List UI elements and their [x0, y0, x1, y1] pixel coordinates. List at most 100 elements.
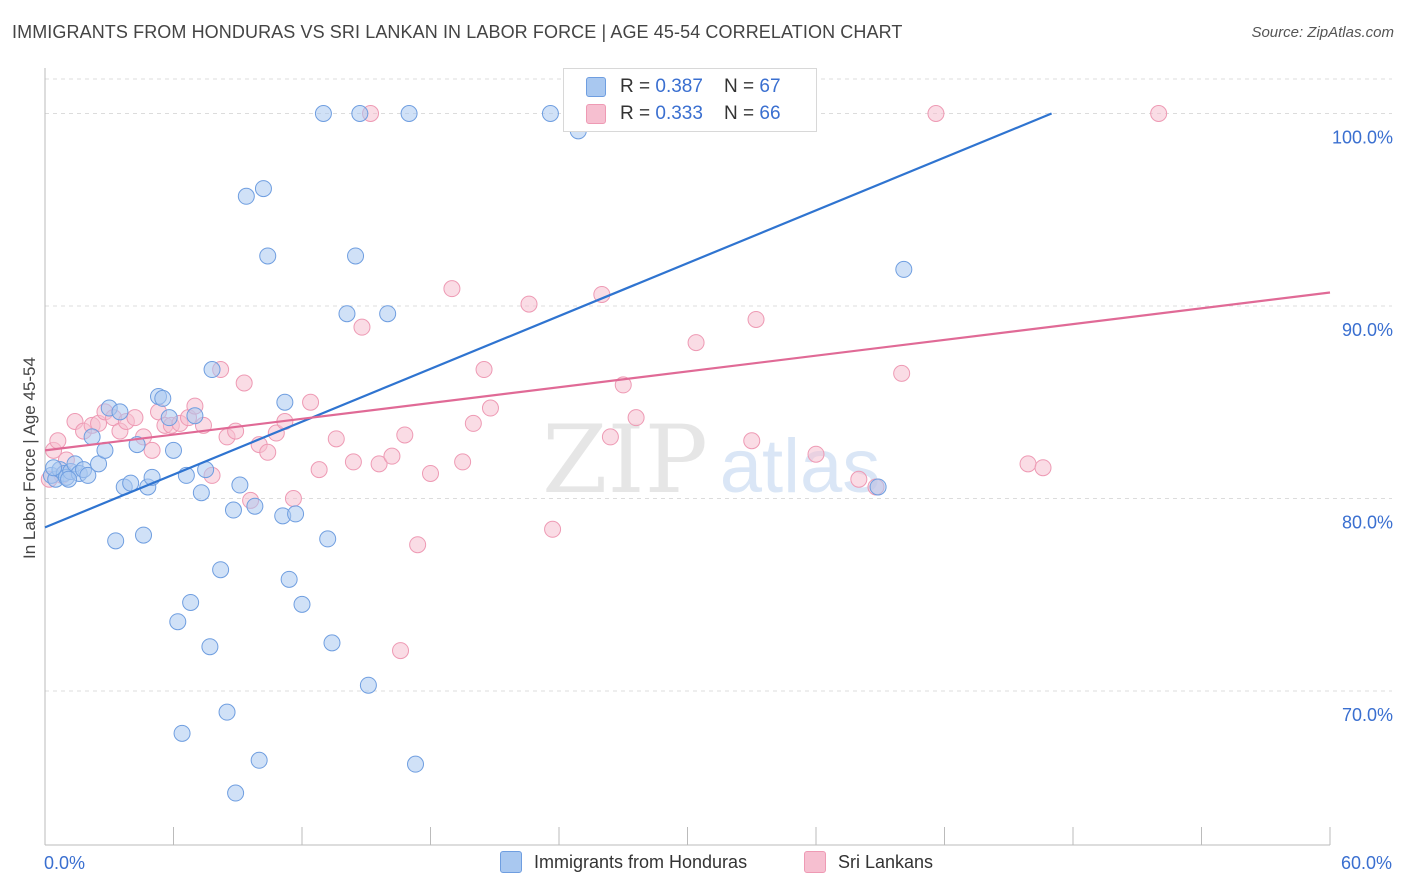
point-honduras [323, 634, 341, 652]
point-srilankans [235, 374, 253, 392]
point-srilankans [422, 464, 439, 482]
point-honduras [160, 409, 178, 427]
point-srilankans [747, 310, 765, 328]
point-honduras [227, 784, 245, 802]
legend-swatch-srilankans [586, 104, 606, 124]
point-srilankans [396, 426, 414, 444]
point-honduras [111, 403, 129, 421]
point-honduras [287, 505, 305, 523]
point-srilankans [687, 334, 705, 352]
point-honduras [201, 638, 219, 656]
point-honduras [224, 501, 242, 519]
point-honduras [60, 470, 78, 488]
watermark-atlas: atlas [720, 424, 881, 509]
point-srilankans [893, 364, 911, 382]
point-srilankans [544, 520, 562, 538]
point-srilankans [392, 642, 410, 660]
watermark: ZIP atlas [542, 406, 880, 515]
bottom-legend-srilankans: Sri Lankans [804, 851, 933, 873]
legend-n-value-srilankans: 66 [759, 103, 781, 124]
point-honduras [259, 247, 277, 265]
y-tick-labels: 70.0% 80.0% 90.0% 100.0% [1332, 128, 1393, 726]
point-honduras [246, 497, 264, 515]
legend-row-srilankans: R = 0.333 N = 66 [586, 101, 781, 127]
point-srilankans [327, 430, 345, 448]
bottom-legend-swatch-honduras [500, 851, 522, 873]
point-honduras [351, 105, 369, 122]
point-srilankans [284, 490, 302, 507]
point-honduras [83, 428, 101, 446]
point-honduras [165, 441, 182, 459]
point-honduras [869, 478, 887, 496]
point-srilankans [601, 428, 619, 446]
point-honduras [192, 484, 210, 502]
point-srilankans [627, 409, 645, 427]
point-srilankans [1150, 105, 1168, 122]
legend-swatch-honduras [586, 77, 606, 97]
point-honduras [319, 530, 337, 548]
point-srilankans [927, 105, 945, 122]
point-honduras [359, 676, 377, 694]
point-srilankans [481, 399, 499, 417]
point-srilankans [259, 443, 277, 461]
point-honduras [407, 755, 425, 773]
y-tick-label: 80.0% [1342, 513, 1393, 533]
point-honduras [182, 593, 200, 611]
point-srilankans [143, 441, 161, 459]
legend-row-honduras: R = 0.387 N = 67 [586, 74, 781, 100]
point-honduras [45, 459, 63, 477]
point-srilankans [383, 447, 401, 465]
x-tick-max: 60.0% [1340, 853, 1392, 873]
legend-r-value-srilankans: 0.333 [655, 103, 703, 124]
series-honduras-points [42, 105, 913, 802]
x-tick-min: 0.0% [44, 853, 86, 873]
axes [44, 68, 1331, 846]
y-tick-label: 70.0% [1342, 705, 1393, 725]
legend-r-value-honduras: 0.387 [655, 76, 703, 97]
trend-lines [44, 112, 1331, 529]
point-honduras [338, 305, 356, 323]
point-srilankans [126, 409, 144, 427]
point-srilankans [353, 318, 371, 336]
point-honduras [347, 247, 365, 265]
point-srilankans [520, 295, 538, 313]
bottom-legend-label-srilankans: Sri Lankans [838, 851, 934, 872]
bottom-legend-label-honduras: Immigrants from Honduras [534, 851, 748, 872]
point-honduras [135, 526, 153, 544]
point-srilankans [850, 470, 868, 488]
trend-line-honduras [44, 112, 1053, 529]
trend-line-srilankans [44, 291, 1331, 452]
point-srilankans [1034, 459, 1052, 477]
point-honduras [254, 180, 272, 198]
y-tick-label: 100.0% [1332, 128, 1393, 148]
point-honduras [237, 187, 255, 205]
point-srilankans [49, 432, 67, 450]
point-honduras [293, 595, 311, 613]
point-honduras [379, 305, 397, 323]
point-srilankans [454, 453, 472, 471]
point-honduras [250, 751, 268, 769]
point-srilankans [344, 453, 362, 471]
point-honduras [186, 407, 204, 425]
point-honduras [895, 260, 913, 278]
point-honduras [400, 105, 418, 122]
point-srilankans [1019, 455, 1037, 473]
point-srilankans [443, 280, 461, 298]
point-srilankans [409, 536, 427, 554]
point-srilankans [370, 455, 388, 473]
point-srilankans [743, 432, 761, 450]
watermark-zip: ZIP [542, 406, 708, 515]
bottom-legend-swatch-srilankans [804, 851, 826, 873]
chart-title: IMMIGRANTS FROM HONDURAS VS SRI LANKAN I… [12, 22, 903, 42]
y-tick-label: 90.0% [1342, 320, 1393, 340]
point-honduras [231, 476, 249, 494]
legend-n-value-honduras: 67 [759, 76, 781, 97]
point-honduras [169, 613, 187, 631]
point-honduras [218, 703, 236, 721]
point-honduras [212, 561, 230, 579]
point-honduras [107, 532, 125, 550]
point-honduras [154, 389, 172, 407]
point-honduras [280, 570, 298, 588]
point-srilankans [464, 414, 482, 432]
